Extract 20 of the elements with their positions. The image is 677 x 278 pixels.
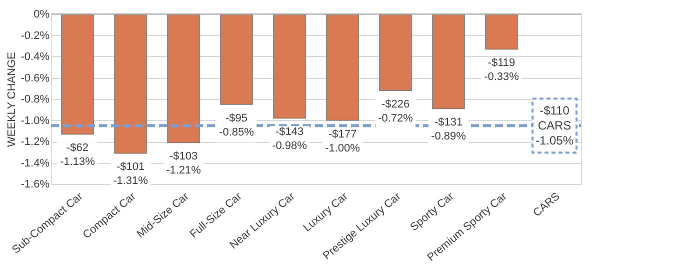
y-tick-label: -1.0% [20,114,50,127]
data-label: -$95 -0.85% [219,112,254,138]
ref-line-label: -$110 CARS -1.05% [535,104,574,148]
data-label: -$103 -1.21% [166,150,202,177]
data-label: -$101 -1.31% [113,161,148,188]
y-tick-label: -0.8% [20,94,50,106]
y-tick-label: -1.4% [20,157,50,170]
data-label: -$131 -0.89% [431,116,466,143]
data-label: -$177 -1.00% [325,128,360,154]
y-tick-label: -1.6% [20,178,50,190]
y-tick-label: -1.2% [20,136,50,148]
y-tick-label: -0.4% [20,51,50,63]
data-label: -$62 -1.13% [60,142,96,168]
y-axis-title: WEEKLY CHANGE [6,52,18,147]
y-tick-label: -0.2% [20,30,50,42]
y-tick-label: -0.6% [20,72,50,84]
data-label: -$143 -0.98% [272,126,308,152]
data-label: -$226 -0.72% [378,98,414,124]
y-tick-label: 0% [34,8,50,20]
data-label: -$119 -0.33% [484,57,520,84]
